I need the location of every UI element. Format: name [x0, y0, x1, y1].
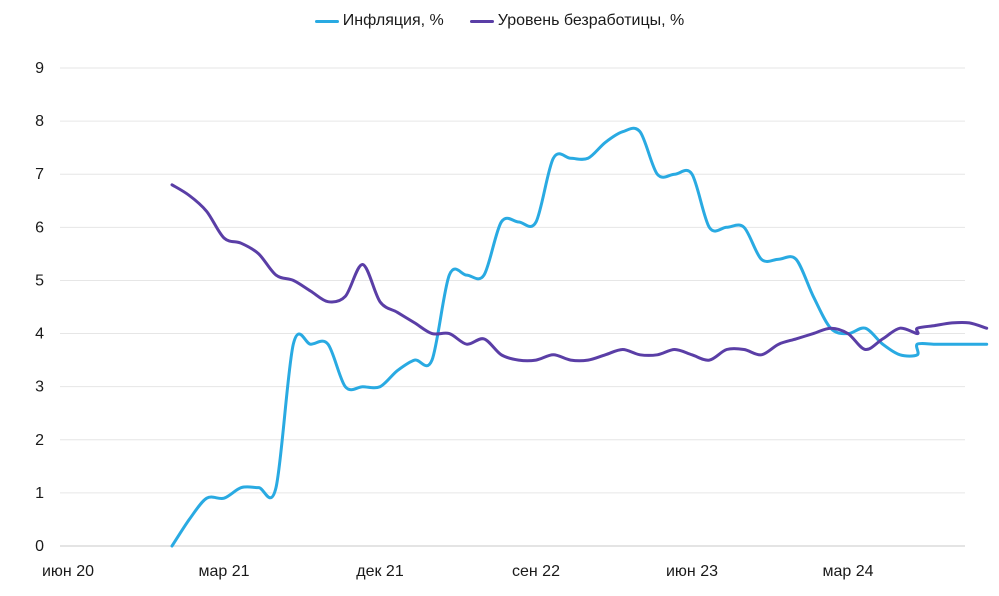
- y-tick-label: 8: [35, 113, 44, 130]
- legend-swatch-inflation: [314, 19, 339, 23]
- series-line-unemployment: [170, 183, 989, 363]
- x-axis-ticks: июн 20 мар 21 дек 21 сен 22 июн 23 мар 24: [42, 563, 874, 580]
- y-tick-label: 4: [35, 326, 44, 343]
- y-tick-label: 3: [35, 379, 44, 396]
- y-tick-label: 7: [35, 166, 44, 183]
- x-tick-label: июн 20: [42, 563, 94, 580]
- x-tick-label: июн 23: [666, 563, 718, 580]
- x-tick-label: мар 24: [822, 563, 873, 580]
- y-axis-ticks: 0 1 2 3 4 5 6 7 8 9: [35, 60, 44, 555]
- y-tick-label: 1: [35, 485, 44, 502]
- series-lines: [170, 126, 989, 548]
- x-tick-label: сен 22: [512, 563, 560, 580]
- y-tick-label: 6: [35, 219, 44, 236]
- chart-legend: Инфляция, % Уровень безработицы, %: [0, 8, 999, 34]
- legend-label-unemployment: Уровень безработицы, %: [497, 12, 685, 29]
- legend-item-inflation: Инфляция, %: [314, 12, 444, 30]
- legend-swatch-unemployment: [469, 19, 494, 23]
- y-tick-label: 2: [35, 432, 44, 449]
- y-tick-label: 0: [35, 538, 44, 555]
- gridlines: [60, 67, 965, 547]
- legend-item-unemployment: Уровень безработицы, %: [469, 12, 685, 30]
- x-tick-label: мар 21: [198, 563, 249, 580]
- legend-label-inflation: Инфляция, %: [342, 12, 444, 29]
- series-line-inflation: [170, 126, 989, 548]
- y-tick-label: 9: [35, 60, 44, 77]
- x-tick-label: дек 21: [356, 563, 404, 580]
- y-tick-label: 5: [35, 272, 44, 289]
